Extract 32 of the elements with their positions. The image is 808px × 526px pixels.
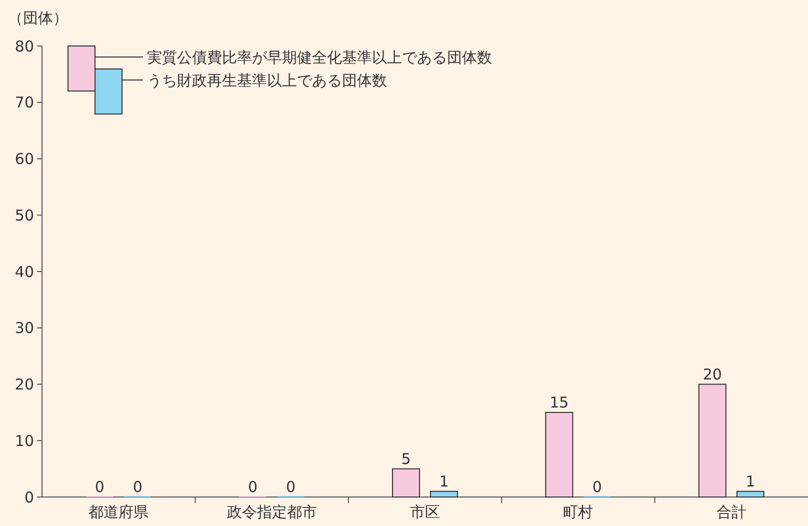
bar <box>392 468 420 498</box>
bar <box>545 412 574 498</box>
y-tick-label: 20 <box>14 376 34 394</box>
y-tick-label: 60 <box>14 150 34 168</box>
legend-label: 実質公債費比率が早期健全化基準以上である団体数 <box>147 48 492 66</box>
bar <box>736 490 764 498</box>
y-tick-label: 40 <box>14 262 34 281</box>
x-tick-label: 都道府県 <box>88 503 149 521</box>
x-tick-label: 合計 <box>716 503 746 521</box>
x-tick-label: 市区 <box>410 503 440 521</box>
x-tick-label: 町村 <box>563 503 594 521</box>
bar <box>430 490 458 498</box>
data-label: 5 <box>401 450 411 468</box>
data-label: 15 <box>550 393 569 412</box>
data-label: 1 <box>439 472 449 490</box>
x-tick-label: 政令指定都市 <box>226 503 317 521</box>
y-tick-label: 80 <box>14 37 34 56</box>
data-label: 20 <box>702 365 722 384</box>
data-label: 0 <box>286 478 296 496</box>
data-label: 0 <box>592 478 602 496</box>
bar <box>698 384 726 498</box>
y-tick-label: 0 <box>24 488 34 506</box>
y-tick-label: 50 <box>14 206 34 224</box>
data-label: 1 <box>746 472 756 490</box>
y-axis-title: （団体） <box>8 9 68 27</box>
legend-label: うち財政再生基準以上である団体数 <box>147 71 387 90</box>
y-tick-label: 30 <box>14 319 34 338</box>
data-label: 0 <box>94 478 104 496</box>
y-tick-label: 10 <box>14 432 34 450</box>
data-label: 0 <box>132 478 142 496</box>
data-label: 0 <box>248 478 258 496</box>
y-tick-label: 70 <box>14 94 34 112</box>
